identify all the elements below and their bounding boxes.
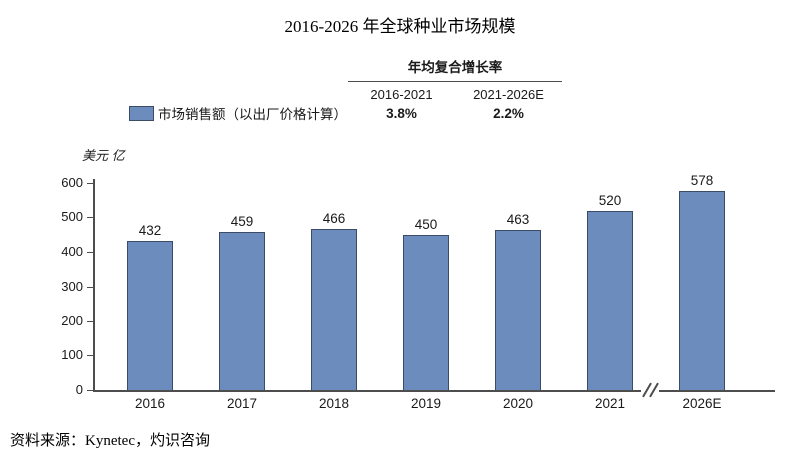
cagr-period-2021-2026e: 2021-2026E — [473, 87, 544, 102]
cagr-period-row: 2016-2021 2021-2026E — [348, 87, 562, 102]
cagr-value-2016-2021: 3.8% — [386, 106, 417, 121]
source-note: 资料来源：Kynetec，灼识咨询 — [10, 433, 210, 449]
y-tick-label-600: 600 — [61, 175, 83, 190]
x-axis-line — [93, 390, 775, 392]
bar-value-2016: 432 — [138, 223, 162, 238]
y-tick-200 — [87, 320, 93, 322]
y-tick-label-400: 400 — [61, 244, 83, 259]
bar-2021 — [587, 211, 633, 390]
x-tick-label-2018: 2018 — [318, 396, 350, 411]
bar-value-2021: 520 — [598, 193, 622, 208]
y-tick-label-0: 0 — [75, 382, 83, 397]
y-tick-0 — [87, 389, 93, 391]
bar-2018 — [311, 229, 357, 390]
x-tick-label-2026E: 2026E — [682, 396, 722, 411]
bar-value-2020: 463 — [506, 212, 530, 227]
bar-2019 — [403, 235, 449, 390]
y-tick-100 — [87, 354, 93, 356]
y-tick-label-100: 100 — [61, 347, 83, 362]
bar-2017 — [219, 232, 265, 390]
legend-label: 市场销售额（以出厂价格计算） — [158, 107, 347, 122]
bar-2020 — [495, 230, 541, 390]
cagr-table: 年均复合增长率 2016-2021 2021-2026E 3.8% 2.2% — [348, 56, 562, 121]
cagr-table-divider — [348, 81, 562, 82]
bar-chart-plot-area: 432 2016 459 2017 466 2018 450 2019 463 2020 520 20… — [61, 173, 775, 411]
bar-2026E — [679, 191, 725, 390]
y-axis-line — [93, 179, 95, 391]
bar-value-2019: 450 — [414, 217, 438, 232]
x-tick-label-2017: 2017 — [226, 396, 258, 411]
x-tick-label-2016: 2016 — [134, 396, 166, 411]
y-tick-600 — [87, 182, 93, 184]
legend-swatch — [129, 105, 154, 121]
bar-value-2026E: 578 — [690, 173, 714, 188]
y-tick-300 — [87, 286, 93, 288]
cagr-value-2021-2026e: 2.2% — [493, 106, 524, 121]
legend: 市场销售额（以出厂价格计算） — [129, 103, 347, 123]
axis-break-gap — [641, 386, 659, 394]
x-tick-label-2021: 2021 — [594, 396, 626, 411]
bar-value-2018: 466 — [322, 211, 346, 226]
bar-value-2017: 459 — [230, 214, 254, 229]
y-tick-label-300: 300 — [61, 279, 83, 294]
x-tick-label-2020: 2020 — [502, 396, 534, 411]
chart-title: 2016-2026 年全球种业市场规模 — [284, 17, 516, 36]
cagr-period-2016-2021: 2016-2021 — [370, 87, 433, 102]
cagr-value-row: 3.8% 2.2% — [348, 106, 562, 121]
bar-2016 — [127, 241, 173, 390]
y-tick-label-200: 200 — [61, 313, 83, 328]
y-tick-400 — [87, 251, 93, 253]
y-tick-500 — [87, 216, 93, 218]
y-axis-unit-label: 美元 亿 — [82, 148, 125, 163]
cagr-table-header: 年均复合增长率 — [407, 60, 503, 75]
x-tick-label-2019: 2019 — [410, 396, 442, 411]
y-tick-label-500: 500 — [61, 209, 83, 224]
